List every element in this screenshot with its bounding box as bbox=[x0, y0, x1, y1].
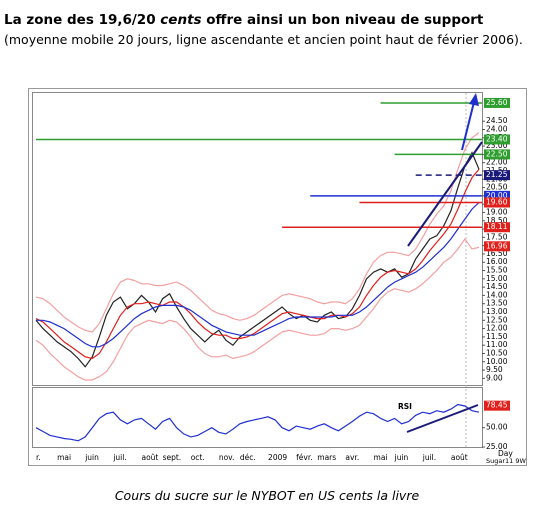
y-tick-label: 10.00 bbox=[486, 357, 508, 366]
x-tick-label: mai bbox=[57, 453, 71, 462]
y-tick-label: 19.00 bbox=[486, 207, 508, 216]
marks: 9.009.5010.0010.5011.0011.5012.0012.5013… bbox=[35, 97, 510, 462]
x-tick-label: 2009 bbox=[268, 453, 287, 462]
y-tick-label: 14.00 bbox=[486, 290, 508, 299]
subtitle: (moyenne mobile 20 jours, ligne ascendan… bbox=[4, 32, 523, 47]
arrow-head bbox=[469, 93, 479, 106]
y-tick-label: 22.00 bbox=[486, 158, 508, 167]
level-box bbox=[484, 170, 510, 181]
level-box bbox=[484, 400, 510, 411]
y-tick-label: 14.50 bbox=[486, 282, 508, 291]
x-tick-label: août bbox=[451, 453, 468, 462]
level-label: 22.50 bbox=[486, 149, 508, 158]
x-tick-label: sept. bbox=[163, 453, 182, 462]
y-tick-label: 17.50 bbox=[486, 232, 508, 241]
y-tick-label: 10.50 bbox=[486, 348, 508, 357]
level-box bbox=[484, 222, 510, 233]
title-emph: cents bbox=[160, 12, 202, 28]
level-box bbox=[484, 241, 510, 252]
y-tick-label: 9.50 bbox=[486, 365, 503, 374]
series-line bbox=[35, 132, 480, 333]
x-tick-label: juil. bbox=[112, 453, 126, 462]
y-tick-label: 16.50 bbox=[486, 249, 508, 258]
x-tick-label: mai bbox=[374, 453, 388, 462]
y-tick-label: 12.50 bbox=[486, 315, 508, 324]
caption: Cours du sucre sur le NYBOT en US cents … bbox=[114, 488, 420, 503]
series-line bbox=[35, 151, 480, 368]
level-label: 20.00 bbox=[486, 191, 508, 200]
x-tick-label: mars bbox=[317, 453, 336, 462]
level-label: 16.96 bbox=[486, 241, 508, 250]
x-tick-label: nov. bbox=[219, 453, 235, 462]
y-tick-label: 25.00 bbox=[486, 442, 508, 451]
level-label: 21.25 bbox=[486, 170, 508, 179]
price-panel bbox=[32, 92, 483, 386]
x-tick-label: juin bbox=[84, 453, 99, 462]
y-tick-label: 9.00 bbox=[486, 373, 503, 382]
series-line bbox=[35, 237, 480, 381]
y-tick-label: 18.50 bbox=[486, 216, 508, 225]
series-line bbox=[36, 202, 480, 348]
level-label: 23.40 bbox=[486, 134, 508, 143]
title-start: La zone des 19,6/20 bbox=[4, 12, 161, 28]
y-tick-label: 12.00 bbox=[486, 324, 508, 333]
x-tick-label: juin bbox=[394, 453, 409, 462]
y-tick-label: 24.00 bbox=[486, 125, 508, 134]
level-box bbox=[484, 134, 510, 145]
level-box bbox=[484, 97, 510, 108]
arrow-line bbox=[461, 101, 475, 151]
y-tick-label: 24.50 bbox=[486, 116, 508, 125]
rsi-trend-line bbox=[406, 404, 479, 433]
title: La zone des 19,6/20 cents offre ainsi un… bbox=[4, 12, 532, 28]
y-tick-label: 50.00 bbox=[486, 423, 508, 432]
x-tick-label: avr. bbox=[345, 453, 359, 462]
y-tick-label: 13.50 bbox=[486, 299, 508, 308]
x-tick-label: déc. bbox=[240, 453, 256, 462]
level-box bbox=[484, 149, 510, 160]
title-end: offre ainsi un bon niveau de support bbox=[201, 12, 484, 28]
series-line bbox=[35, 168, 480, 360]
y-tick-label: 15.00 bbox=[486, 274, 508, 283]
x-tick-label: oct. bbox=[191, 453, 205, 462]
source: Sugar11 9W bbox=[486, 457, 526, 465]
y-tick-label: 11.50 bbox=[486, 332, 508, 341]
y-tick-label: 11.00 bbox=[486, 340, 508, 349]
level-label: 19.60 bbox=[486, 198, 508, 207]
level-label: 78.45 bbox=[486, 401, 508, 410]
x-tick-label: r. bbox=[36, 453, 41, 462]
rsi-panel bbox=[32, 387, 483, 448]
y-tick-label: 20.50 bbox=[486, 183, 508, 192]
x-axis-label: Day bbox=[498, 449, 513, 458]
level-label: 18.11 bbox=[486, 222, 508, 231]
rsi-label: RSI bbox=[398, 402, 412, 411]
level-box bbox=[484, 190, 510, 201]
y-tick-label: 23.00 bbox=[486, 141, 508, 150]
level-label: 25.60 bbox=[486, 98, 508, 107]
x-tick-label: févr. bbox=[296, 453, 312, 462]
series-line bbox=[35, 403, 480, 442]
x-tick-label: août bbox=[141, 453, 158, 462]
level-box bbox=[484, 197, 510, 208]
y-tick-label: 15.50 bbox=[486, 266, 508, 275]
x-tick-label: juil. bbox=[422, 453, 436, 462]
y-tick-label: 16.00 bbox=[486, 257, 508, 266]
trend-line bbox=[407, 141, 483, 247]
y-tick-label: 13.00 bbox=[486, 307, 508, 316]
